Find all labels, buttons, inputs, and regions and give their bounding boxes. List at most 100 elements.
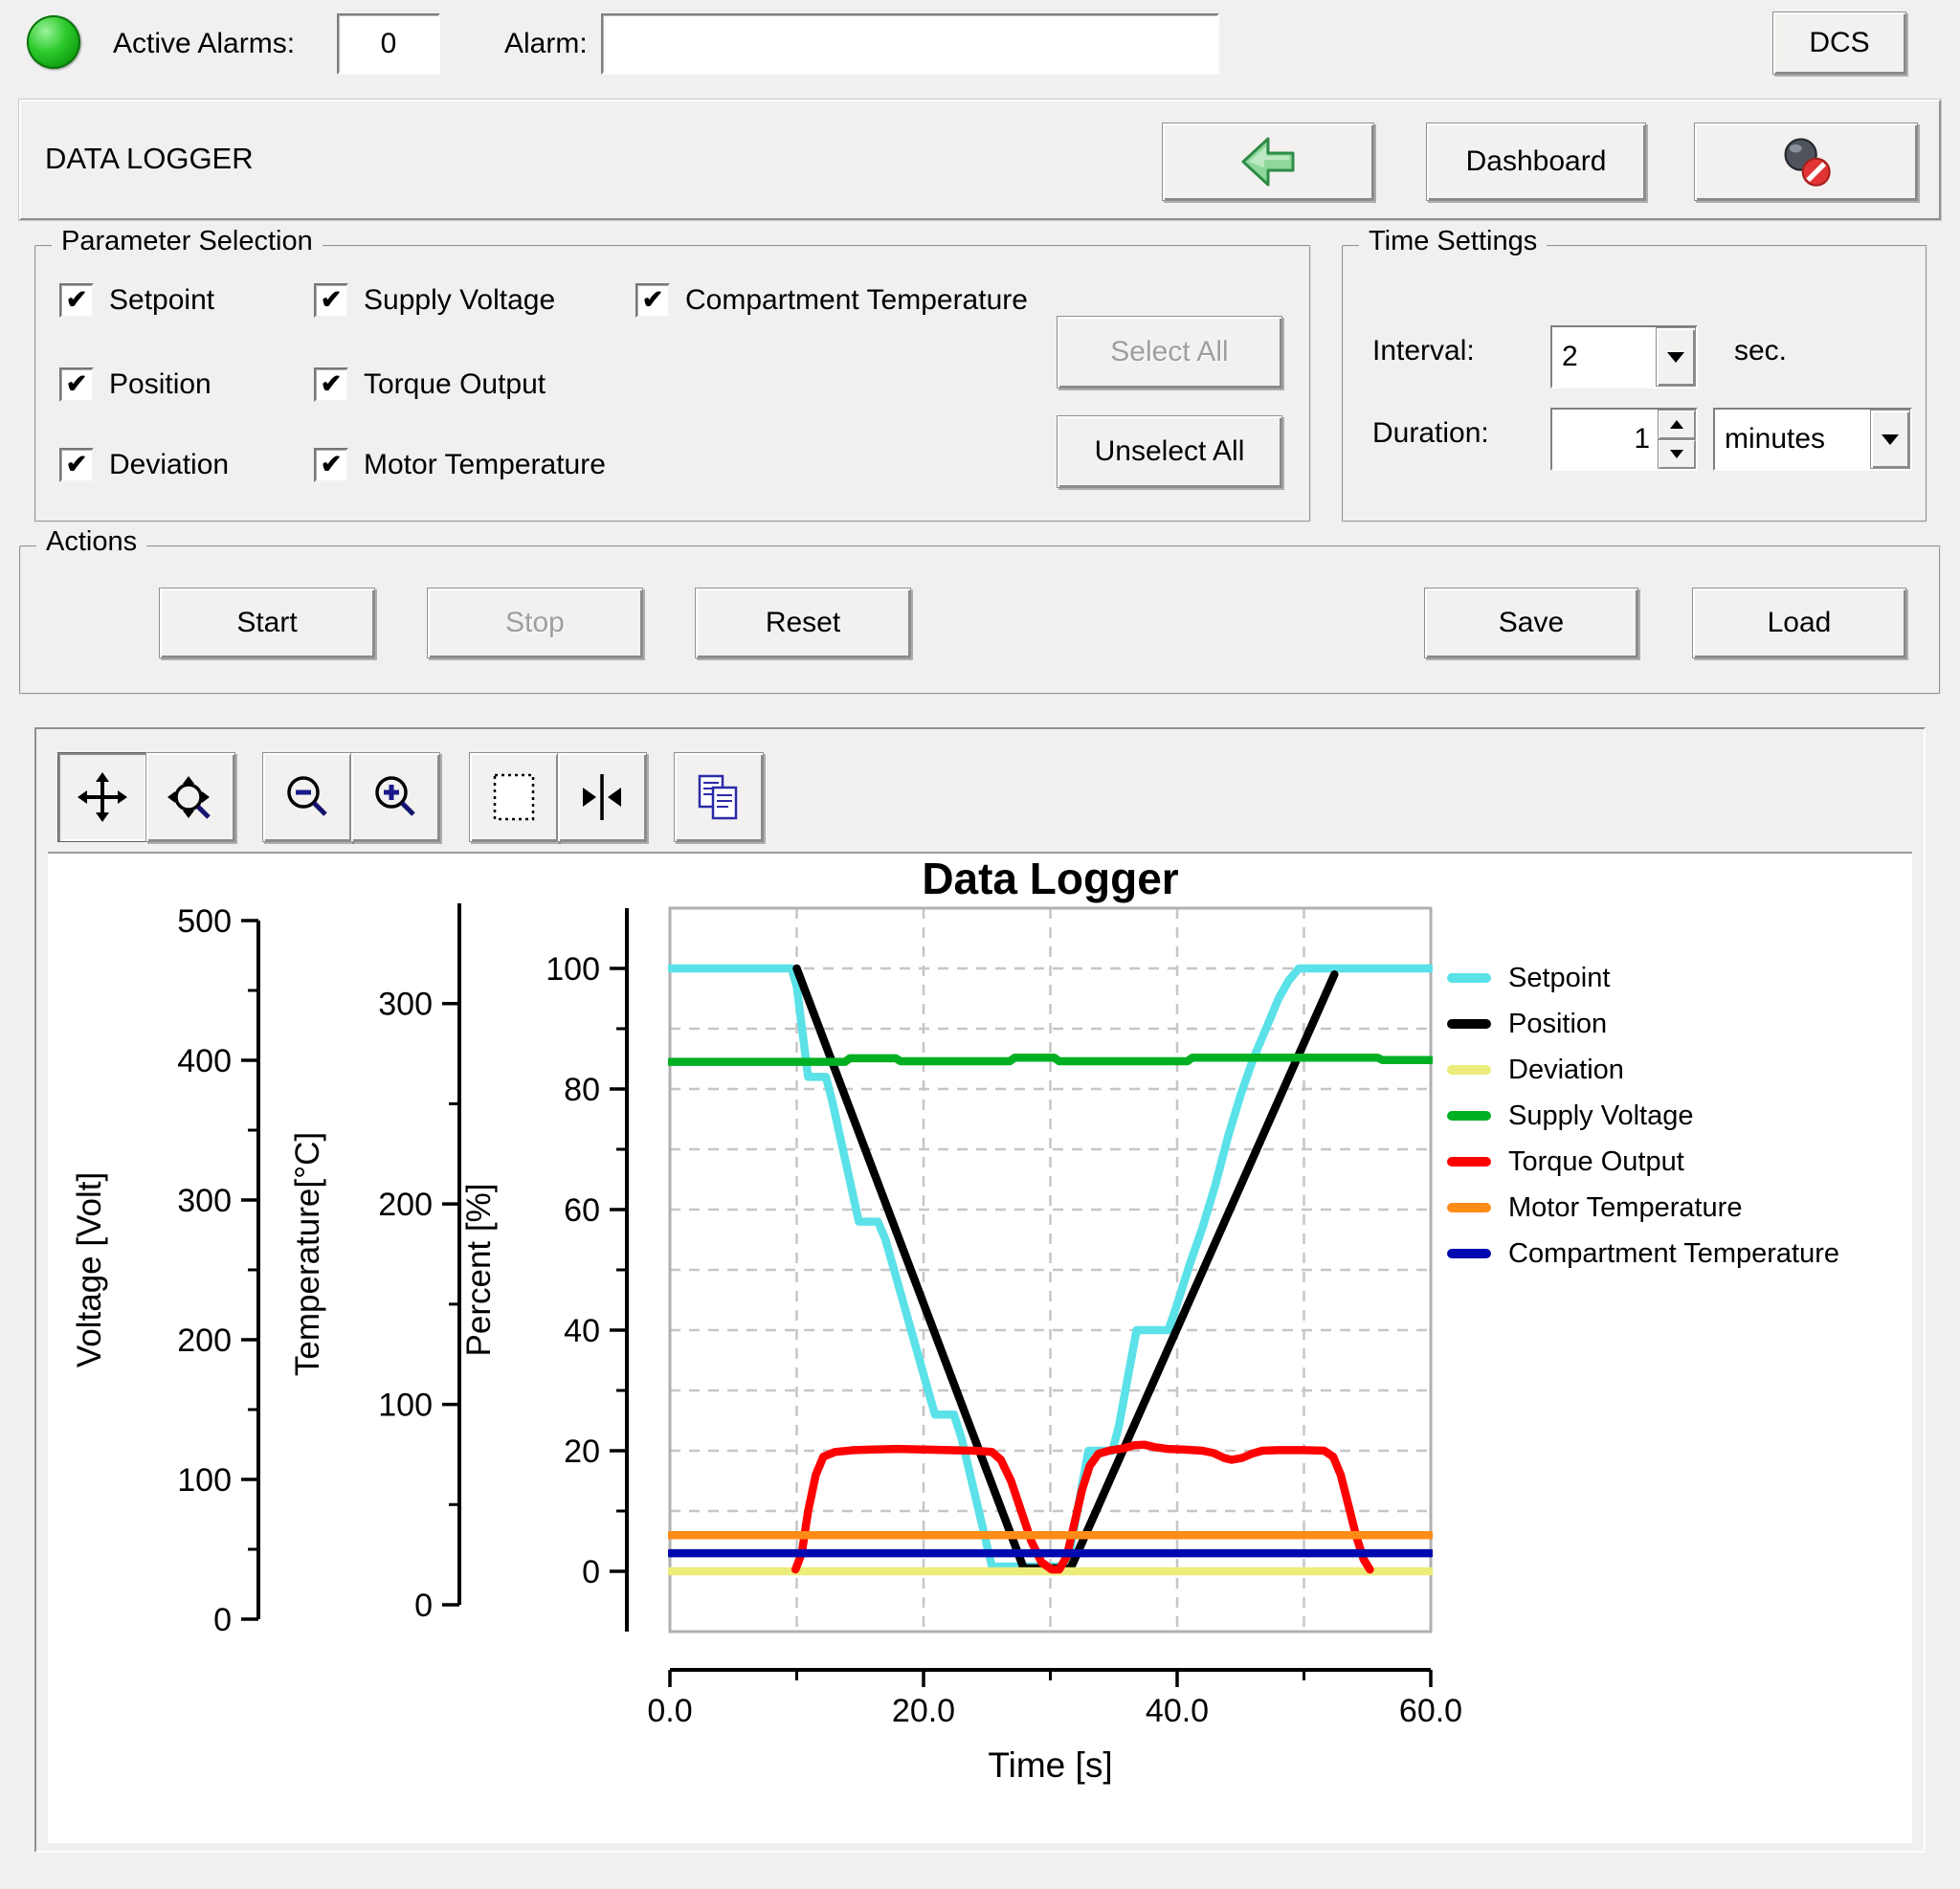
back-arrow-icon (1241, 137, 1295, 187)
legend-item-label: Supply Voltage (1508, 1100, 1694, 1131)
legend-item-label: Deviation (1508, 1054, 1624, 1085)
duration-unit-dropdown-button[interactable] (1870, 410, 1910, 469)
pan-tool-button[interactable] (57, 752, 147, 842)
checkbox-box[interactable] (59, 367, 94, 402)
checkbox-label: Motor Temperature (364, 449, 606, 480)
zoom-pan-tool-button[interactable] (145, 752, 235, 842)
save-button[interactable]: Save (1424, 588, 1638, 658)
interval-label: Interval: (1372, 335, 1475, 367)
zoom-box-icon (493, 773, 535, 821)
percent-tick-label: 100 (546, 951, 600, 988)
logging-disabled-button[interactable] (1694, 122, 1918, 201)
checkbox-compartment-temperature[interactable]: Compartment Temperature (635, 283, 1028, 318)
save-label: Save (1498, 607, 1565, 638)
load-button[interactable]: Load (1692, 588, 1906, 658)
checkbox-box[interactable] (314, 448, 348, 482)
checkbox-setpoint[interactable]: Setpoint (59, 283, 214, 318)
logging-disabled-icon (1784, 138, 1831, 187)
parameter-selection-title: Parameter Selection (52, 226, 323, 257)
legend-item-label: Compartment Temperature (1508, 1237, 1840, 1269)
zoom-pan-icon (167, 776, 211, 819)
graph-area[interactable]: Data Logger 0 100 200 300 400 500 Voltage [Volt… (48, 852, 1912, 1843)
checkbox-label: Compartment Temperature (685, 284, 1028, 316)
legend-item: Motor Temperature (1447, 1185, 1839, 1231)
duration-spin-up-button[interactable] (1658, 410, 1696, 439)
duration-spin-down-button[interactable] (1658, 439, 1696, 469)
interval-combo[interactable]: 2 (1550, 325, 1698, 389)
percent-tick-label: 60 (564, 1192, 600, 1229)
stop-button[interactable]: Stop (427, 588, 643, 658)
checkbox-box[interactable] (59, 448, 94, 482)
zoom-x-axis-button[interactable] (557, 752, 647, 842)
percent-tick-label: 0 (582, 1554, 600, 1590)
duration-unit-combo[interactable]: minutes (1713, 408, 1912, 471)
checkbox-torque-output[interactable]: Torque Output (314, 367, 546, 402)
dcs-button[interactable]: DCS (1772, 11, 1906, 75)
zoom-in-button[interactable] (350, 752, 440, 842)
chevron-down-icon (1882, 433, 1899, 445)
checkbox-box[interactable] (314, 283, 348, 318)
legend-item: Torque Output (1447, 1139, 1839, 1185)
checkbox-motor-temperature[interactable]: Motor Temperature (314, 448, 606, 482)
interval-unit-label: sec. (1734, 335, 1788, 367)
legend-item-label: Motor Temperature (1508, 1191, 1743, 1223)
active-alarms-count-value: 0 (380, 28, 397, 59)
select-all-label: Select All (1110, 336, 1229, 367)
checkbox-box[interactable] (635, 283, 670, 318)
x-axis-title: Time [s] (988, 1745, 1112, 1785)
interval-dropdown-button[interactable] (1656, 327, 1696, 387)
chart-panel: Data Logger 0 100 200 300 400 500 Voltage [Volt… (34, 727, 1926, 1853)
x-tick-label: 60.0 (1399, 1693, 1462, 1729)
legend-item: Supply Voltage (1447, 1093, 1839, 1139)
checkbox-label: Supply Voltage (364, 284, 556, 316)
select-all-button[interactable]: Select All (1057, 316, 1282, 389)
checkbox-box[interactable] (314, 367, 348, 402)
reset-button[interactable]: Reset (695, 588, 911, 658)
legend-item-label: Setpoint (1508, 962, 1611, 993)
copy-button[interactable] (674, 752, 764, 842)
stop-label: Stop (505, 607, 565, 638)
dcs-button-label: DCS (1809, 27, 1870, 58)
duration-spinner[interactable]: 1 (1550, 408, 1698, 471)
percent-tick-label: 80 (564, 1072, 600, 1108)
voltage-tick-label: 200 (177, 1322, 232, 1359)
voltage-tick-label: 100 (177, 1462, 232, 1499)
interval-value: 2 (1552, 327, 1656, 387)
x-tick-label: 0.0 (647, 1693, 692, 1729)
back-button[interactable] (1162, 122, 1374, 201)
chart-title: Data Logger (922, 854, 1178, 903)
legend-swatch (1447, 1111, 1491, 1121)
alarm-field[interactable] (601, 13, 1219, 75)
dashboard-button[interactable]: Dashboard (1426, 122, 1646, 201)
unselect-all-button[interactable]: Unselect All (1057, 415, 1282, 488)
pan-icon (78, 772, 127, 822)
series-supply-voltage (668, 1053, 1433, 1066)
zoom-in-icon (375, 776, 415, 816)
legend-item: Deviation (1447, 1047, 1839, 1093)
legend-item-label: Position (1508, 1008, 1608, 1039)
x-tick-label: 40.0 (1146, 1693, 1209, 1729)
load-label: Load (1767, 607, 1832, 638)
reset-label: Reset (765, 607, 841, 638)
time-settings-group: Time Settings Interval: 2 sec. Duration:… (1342, 226, 1927, 522)
alarm-bar: Active Alarms: 0 Alarm: DCS (0, 0, 1960, 96)
checkbox-supply-voltage[interactable]: Supply Voltage (314, 283, 555, 318)
legend-swatch (1447, 1249, 1491, 1258)
checkbox-position[interactable]: Position (59, 367, 212, 402)
temperature-axis-title: Temperature[°C] (289, 1132, 326, 1376)
start-button[interactable]: Start (159, 588, 375, 658)
checkbox-box[interactable] (59, 283, 94, 318)
unselect-all-label: Unselect All (1094, 435, 1245, 467)
checkbox-label: Position (109, 368, 212, 400)
copy-icon (698, 774, 738, 820)
zoom-out-button[interactable] (262, 752, 352, 842)
legend-item: Position (1447, 1001, 1839, 1047)
zoom-box-button[interactable] (469, 752, 559, 842)
duration-unit-value: minutes (1715, 410, 1870, 469)
checkbox-label: Deviation (109, 449, 230, 480)
checkbox-deviation[interactable]: Deviation (59, 448, 229, 482)
legend-item: Setpoint (1447, 955, 1839, 1001)
percent-tick-label: 40 (564, 1313, 600, 1349)
time-settings-title: Time Settings (1359, 226, 1548, 257)
